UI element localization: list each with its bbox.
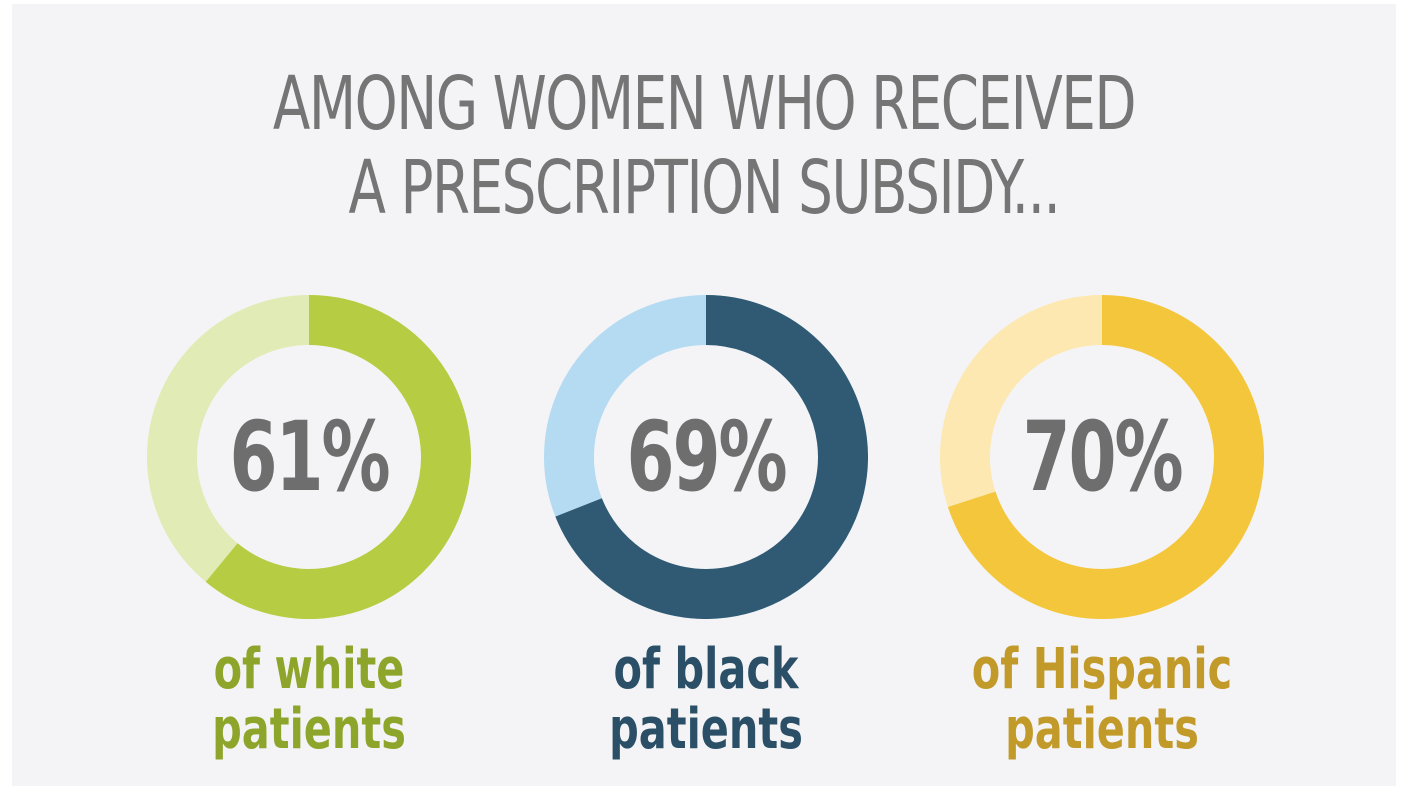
label-line-1: of Hispanic	[971, 637, 1233, 702]
label-line-2: patients	[609, 697, 803, 762]
donut-arc-white	[205, 295, 471, 619]
donut-chart-hispanic	[940, 295, 1264, 619]
label-line-1: of white	[213, 637, 405, 702]
label-line-1: of black	[613, 637, 799, 702]
label-line-2: patients	[1005, 697, 1199, 762]
title-line-2: A PRESCRIPTION SUBSIDY...	[348, 145, 1061, 231]
donut-arc-hispanic	[947, 295, 1264, 619]
chart-title: AMONG WOMEN WHO RECEIVED A PRESCRIPTION …	[183, 62, 1225, 230]
percent-value-hispanic: 70%	[1022, 401, 1184, 513]
category-label-black: of black patients	[586, 640, 826, 760]
donut-chart-black	[544, 295, 868, 619]
category-label-white: of white patients	[189, 640, 429, 760]
percent-value-white: 61%	[229, 401, 391, 513]
donut-hispanic-patients: 70%	[940, 295, 1264, 619]
title-line-1: AMONG WOMEN WHO RECEIVED	[272, 61, 1137, 147]
donut-black-patients: 69%	[544, 295, 868, 619]
percent-value-black: 69%	[626, 401, 788, 513]
infographic-panel	[12, 4, 1396, 786]
category-label-hispanic: of Hispanic patients	[953, 640, 1252, 760]
donut-chart-white	[147, 295, 471, 619]
label-line-2: patients	[212, 697, 406, 762]
donut-arc-black	[555, 295, 868, 619]
donut-white-patients: 61%	[147, 295, 471, 619]
